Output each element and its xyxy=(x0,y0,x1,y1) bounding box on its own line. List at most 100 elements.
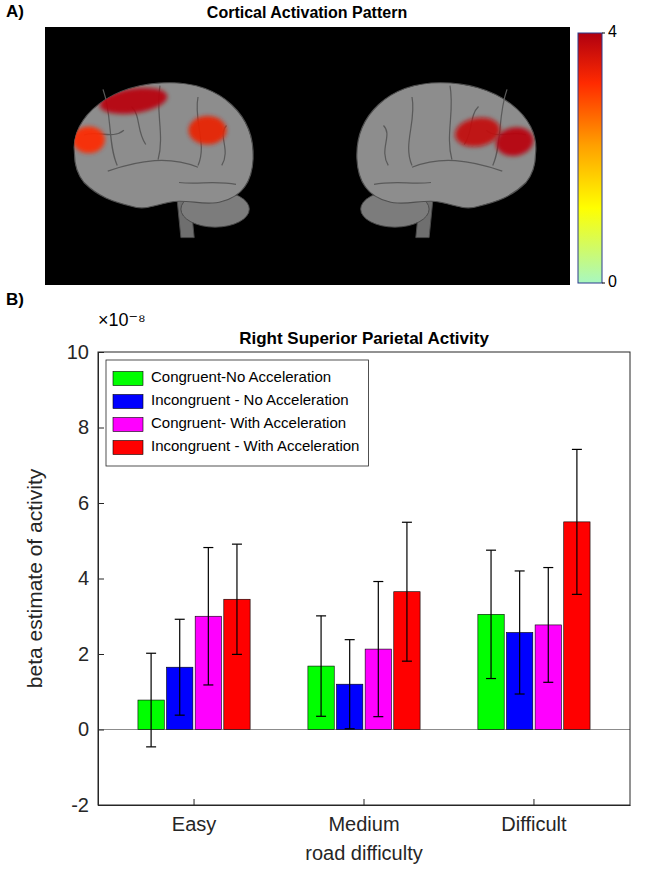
y-tick-mark xyxy=(98,730,104,731)
error-bar-cap xyxy=(572,449,582,450)
x-tick-label: Easy xyxy=(172,813,216,835)
legend-swatch xyxy=(113,418,143,432)
x-tick-mark xyxy=(533,799,534,805)
error-bar-cap xyxy=(175,715,185,716)
error-bar-cap xyxy=(232,654,242,655)
figure: A)Cortical Activation Pattern04B)Right S… xyxy=(0,0,648,873)
y-tick: 4 xyxy=(78,567,104,589)
error-bar xyxy=(373,582,383,717)
error-bar-stem xyxy=(490,550,491,678)
sulcus xyxy=(412,160,502,171)
x-tick: Difficult xyxy=(501,799,567,835)
x-tick: Medium xyxy=(328,799,399,835)
activation-blob xyxy=(189,116,227,145)
x-tick-label: Medium xyxy=(328,813,399,835)
error-bar-cap xyxy=(345,728,355,729)
panel-a: A)Cortical Activation Pattern04 xyxy=(6,2,617,290)
y-tick: 8 xyxy=(78,416,104,438)
cortex xyxy=(357,83,536,208)
y-tick-label: 8 xyxy=(78,416,89,438)
error-bar xyxy=(175,619,185,715)
colorbar xyxy=(578,33,602,283)
error-bar-stem xyxy=(406,522,407,661)
error-bar-stem xyxy=(179,619,180,715)
error-bar xyxy=(316,616,326,716)
y-tick-label: 0 xyxy=(78,718,89,740)
error-bar xyxy=(402,522,412,661)
plot-frame xyxy=(98,352,630,805)
error-bar-cap xyxy=(175,619,185,620)
colorbar-tick xyxy=(602,33,605,34)
legend-label: Congruent-No Acceleration xyxy=(151,368,331,385)
error-bar-stem xyxy=(378,582,379,717)
sulcus xyxy=(449,86,451,160)
error-bar-stem xyxy=(151,653,152,747)
error-bar xyxy=(232,544,242,654)
y-tick: 2 xyxy=(78,643,104,665)
y-tick-mark xyxy=(98,503,104,504)
plot-background xyxy=(98,352,630,805)
y-tick-label: -2 xyxy=(71,794,89,816)
error-bar-cap xyxy=(345,639,355,640)
error-bar-cap xyxy=(316,615,326,616)
brain-view xyxy=(357,83,536,238)
image-background xyxy=(45,27,570,285)
y-tick: 10 xyxy=(67,341,104,363)
legend-label: Congruent- With Acceleration xyxy=(151,414,346,431)
error-bar xyxy=(515,571,525,694)
legend-box xyxy=(106,360,368,466)
activation-layer xyxy=(453,114,536,159)
activation-blob xyxy=(98,84,169,118)
x-axis-line xyxy=(99,805,631,806)
x-tick-mark xyxy=(194,799,195,805)
error-bar-cap xyxy=(232,544,242,545)
activation-blob xyxy=(453,114,503,150)
error-bar-stem xyxy=(349,640,350,729)
y-tick-label: 2 xyxy=(78,643,89,665)
y-axis: -20246810 xyxy=(67,341,104,816)
colorbar-tick xyxy=(602,283,605,284)
x-tick: Easy xyxy=(172,799,216,835)
legend-label: Incongruent - With Acceleration xyxy=(151,437,359,454)
error-bar-cap xyxy=(515,570,525,571)
sulcus xyxy=(384,126,389,166)
error-bar xyxy=(146,653,156,747)
error-bar xyxy=(486,550,496,678)
colorbar-tick-label: 0 xyxy=(608,273,617,290)
panel-b: B)Right Superior Parietal Activity×10⁻⁸-… xyxy=(6,290,631,864)
error-bar-cap xyxy=(316,716,326,717)
error-bar-stem xyxy=(236,544,237,654)
error-bar-stem xyxy=(519,571,520,694)
error-bar-stem xyxy=(548,568,549,683)
error-bar-stem xyxy=(576,449,577,594)
activation-layer xyxy=(73,84,227,153)
error-bar xyxy=(203,548,213,685)
sulcus xyxy=(409,97,413,165)
brain-view xyxy=(73,83,254,238)
x-tick-label: Difficult xyxy=(501,813,567,835)
error-bar-stem xyxy=(208,548,209,685)
error-bar-stem xyxy=(320,616,321,716)
error-bar xyxy=(543,568,553,683)
legend: Congruent-No Acceleration Incongruent - N… xyxy=(106,360,368,466)
error-bar-cap xyxy=(402,522,412,523)
y-tick-mark xyxy=(98,352,104,353)
legend-label: Incongruent - No Acceleration xyxy=(151,391,349,408)
y-axis-title: beta estimate of activity xyxy=(23,468,46,688)
error-bar-cap xyxy=(543,567,553,568)
error-bar-cap xyxy=(572,594,582,595)
x-axis-title: road difficulty xyxy=(305,842,422,864)
error-bar-cap xyxy=(543,682,553,683)
error-bar-cap xyxy=(146,746,156,747)
error-bar-cap xyxy=(515,693,525,694)
y-tick-label: 10 xyxy=(67,341,89,363)
error-bar-cap xyxy=(486,550,496,551)
y-tick-label: 4 xyxy=(78,567,89,589)
y-tick: -2 xyxy=(71,794,104,816)
error-bar-cap xyxy=(203,684,213,685)
error-bar-cap xyxy=(203,547,213,548)
sulcus xyxy=(179,183,236,185)
error-bar-cap xyxy=(373,716,383,717)
panel-label: B) xyxy=(6,290,24,309)
sulcus xyxy=(108,160,198,171)
